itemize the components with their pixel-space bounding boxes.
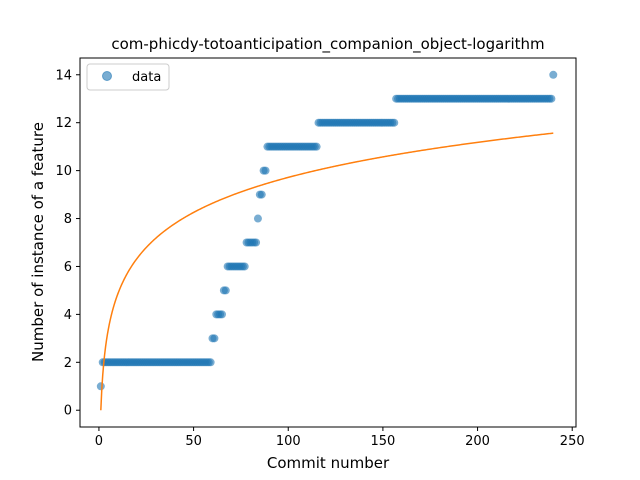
x-tick-label: 200 (465, 434, 490, 449)
x-axis: 0 50 100 150 200 250 (95, 427, 585, 449)
y-tick-label: 12 (55, 116, 72, 131)
legend-box (86, 63, 170, 91)
legend-marker (102, 71, 112, 81)
data-point (312, 142, 321, 151)
scatter-series (96, 70, 558, 391)
data-point (253, 214, 262, 223)
y-tick-label: 6 (64, 260, 72, 275)
legend: data (86, 63, 170, 91)
y-tick-label: 4 (64, 308, 72, 323)
data-point (549, 70, 558, 79)
data-point (252, 238, 261, 247)
x-tick-label: 150 (370, 434, 395, 449)
y-tick-label: 8 (64, 212, 72, 227)
data-point (96, 382, 105, 391)
data-point (217, 310, 226, 319)
y-tick-label: 2 (64, 356, 72, 371)
data-point (547, 94, 556, 103)
x-tick-label: 100 (276, 434, 301, 449)
y-axis-label: Number of instance of a feature (29, 122, 47, 362)
data-point (221, 286, 230, 295)
y-axis: 0 2 4 6 8 10 12 14 (55, 68, 80, 419)
data-point (257, 190, 266, 199)
x-axis-label: Commit number (267, 454, 390, 472)
y-tick-label: 10 (55, 164, 72, 179)
data-point (261, 166, 270, 175)
legend-label: data (132, 70, 161, 85)
axes-frame (79, 57, 577, 428)
y-tick-label: 14 (55, 68, 72, 83)
x-tick-label: 50 (185, 434, 202, 449)
chart-title: com-phicdy-totoanticipation_companion_ob… (111, 35, 544, 54)
fit-line (100, 132, 554, 411)
x-tick-label: 250 (560, 434, 585, 449)
data-point (240, 262, 249, 271)
y-tick-label: 0 (64, 404, 72, 419)
data-point (210, 334, 219, 343)
x-tick-label: 0 (95, 434, 103, 449)
data-point (206, 358, 215, 367)
data-point (390, 118, 399, 127)
plot-area (96, 70, 558, 411)
